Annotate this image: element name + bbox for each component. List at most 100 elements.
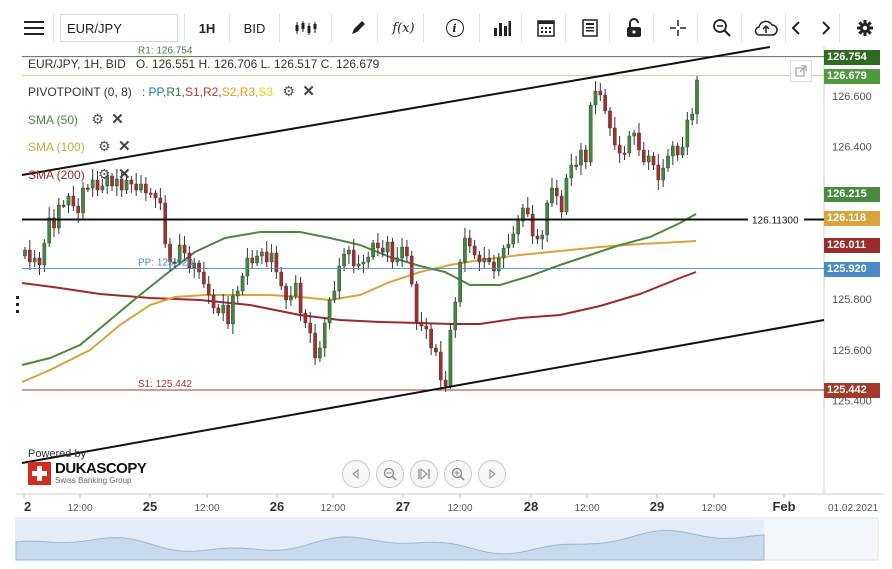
candle-body bbox=[506, 243, 511, 249]
candle-body bbox=[197, 262, 201, 273]
resize-handle[interactable] bbox=[16, 296, 19, 316]
candle-body bbox=[632, 132, 636, 137]
sma100-settings-icon[interactable]: ⚙ bbox=[98, 138, 111, 154]
x-tick-label: 12:00 bbox=[574, 503, 599, 514]
sma50-settings-icon[interactable]: ⚙ bbox=[91, 111, 104, 127]
pivot-level-label: PP, bbox=[148, 85, 167, 99]
zoom-out-button[interactable] bbox=[376, 460, 404, 488]
candle-body bbox=[525, 207, 530, 215]
menu-button[interactable] bbox=[14, 13, 54, 43]
settings-button[interactable] bbox=[850, 13, 880, 43]
price-tag: 125.442 bbox=[824, 382, 880, 398]
candle-body bbox=[226, 304, 230, 325]
candle-body bbox=[235, 290, 240, 297]
candle-body bbox=[269, 252, 274, 263]
candle-body bbox=[419, 321, 424, 327]
candle-body bbox=[409, 255, 414, 285]
candle-body bbox=[613, 127, 617, 146]
lock-button[interactable] bbox=[614, 13, 654, 43]
candle-body bbox=[414, 283, 419, 323]
reset-view-button[interactable] bbox=[410, 460, 438, 488]
candle-body bbox=[584, 149, 588, 163]
calendar-button[interactable] bbox=[526, 13, 566, 43]
candle-body bbox=[540, 234, 545, 240]
candle-body bbox=[646, 155, 651, 163]
sma200-settings-icon[interactable]: ⚙ bbox=[98, 166, 111, 182]
candle-body bbox=[76, 205, 80, 214]
pivot-name: PIVOTPOINT (0, 8) bbox=[28, 85, 132, 99]
pivot-remove-icon[interactable]: ✕ bbox=[302, 83, 315, 100]
pivot-level-label: S3 bbox=[258, 85, 274, 99]
candle-body bbox=[361, 261, 366, 265]
function-button[interactable]: f(x) bbox=[384, 13, 424, 43]
scroll-right-button[interactable] bbox=[478, 460, 506, 488]
candle-body bbox=[685, 119, 690, 148]
pivot-level-label: R1, bbox=[166, 85, 185, 99]
candle-body bbox=[250, 257, 255, 264]
candle-body bbox=[588, 104, 593, 163]
volume-button[interactable] bbox=[482, 13, 522, 43]
timeframe-button[interactable]: 1H bbox=[184, 13, 230, 43]
report-button[interactable] bbox=[570, 13, 610, 43]
candle-body bbox=[42, 242, 47, 266]
info-button[interactable]: i bbox=[430, 13, 480, 43]
candle-body bbox=[390, 241, 395, 263]
x-tick-label: 12:00 bbox=[447, 503, 472, 514]
s1-label: S1: 125.442 bbox=[138, 379, 192, 390]
scroll-back-button[interactable] bbox=[782, 13, 810, 43]
candle-body bbox=[448, 329, 453, 387]
brand-name: DUKASCOPY bbox=[55, 460, 147, 477]
expand-button[interactable] bbox=[790, 60, 812, 82]
pivot-settings-icon[interactable]: ⚙ bbox=[282, 83, 295, 99]
side-button[interactable]: BID bbox=[230, 13, 280, 43]
dukascopy-logo[interactable]: DUKASCOPY Swiss Banking Group bbox=[28, 460, 147, 485]
candle-body bbox=[134, 183, 138, 191]
sma100-remove-icon[interactable]: ✕ bbox=[117, 138, 131, 155]
candle-body bbox=[371, 242, 375, 258]
candle-body bbox=[535, 235, 540, 240]
y-tick-label: 125.800 bbox=[832, 294, 872, 306]
candle-body bbox=[322, 322, 327, 349]
scroll-left-button[interactable] bbox=[342, 460, 370, 488]
candle-body bbox=[274, 252, 279, 273]
info-icon: i bbox=[445, 19, 464, 37]
lock-icon bbox=[626, 18, 641, 37]
candle-body bbox=[617, 144, 622, 154]
sma200-remove-icon[interactable]: ✕ bbox=[117, 166, 131, 183]
zoom-in-icon bbox=[451, 467, 465, 481]
candle-body bbox=[487, 257, 491, 263]
candle-body bbox=[57, 204, 61, 229]
candle-body bbox=[458, 261, 462, 303]
candle-body bbox=[71, 195, 76, 207]
candle-body bbox=[501, 247, 506, 259]
candle-body bbox=[622, 152, 627, 155]
powered-by-label: Powered by bbox=[28, 448, 87, 460]
candle-body bbox=[148, 192, 153, 195]
upload-button[interactable] bbox=[746, 13, 786, 43]
chart-type-button[interactable] bbox=[280, 13, 332, 43]
timeframe-label: 1H bbox=[198, 20, 216, 36]
trendline-upper bbox=[21, 46, 771, 176]
candle-body bbox=[110, 175, 114, 187]
price-tag: 125.920 bbox=[824, 261, 880, 277]
crosshair-button[interactable] bbox=[658, 13, 698, 43]
x-tick-label: 26 bbox=[270, 499, 284, 514]
candle-body bbox=[284, 285, 288, 301]
symbol-selector[interactable]: EUR/JPY bbox=[60, 14, 178, 42]
sma50-line bbox=[21, 213, 697, 366]
candle-body bbox=[245, 257, 250, 277]
zoom-in-button[interactable] bbox=[444, 460, 472, 488]
candle-body bbox=[598, 90, 603, 96]
sma100-label: SMA (100) bbox=[28, 140, 85, 154]
candle-body bbox=[81, 187, 85, 214]
draw-button[interactable] bbox=[338, 13, 378, 43]
sma50-remove-icon[interactable]: ✕ bbox=[111, 111, 124, 128]
zoom-button[interactable] bbox=[702, 13, 742, 43]
legend-sma100: SMA (100) ⚙ ✕ bbox=[28, 137, 131, 155]
candle-body bbox=[690, 113, 694, 121]
candle-body bbox=[637, 132, 641, 151]
upload-icon bbox=[754, 20, 778, 36]
scroll-forward-button[interactable] bbox=[812, 13, 840, 43]
candle-body bbox=[119, 178, 124, 191]
